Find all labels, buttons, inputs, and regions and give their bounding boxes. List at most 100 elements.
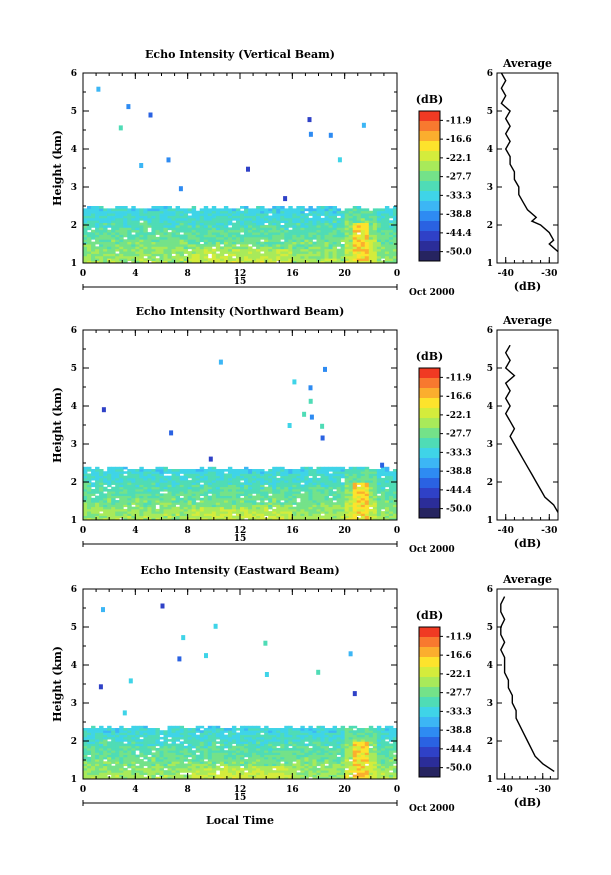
echo-cell (336, 473, 342, 477)
echo-cell (187, 765, 193, 769)
echo-cell (316, 480, 321, 483)
echo-cell (163, 208, 168, 212)
echo-cell (171, 502, 176, 505)
avg-x-label: (dB) (514, 280, 541, 293)
echo-cell (219, 493, 225, 497)
echo-cell (240, 739, 245, 742)
echo-cell (103, 486, 108, 490)
colorbar-swatch (419, 161, 440, 172)
echo-cell (223, 480, 229, 483)
echo-cell (348, 258, 354, 262)
echo-cell (356, 482, 362, 485)
echo-cell (123, 208, 128, 212)
echo-cell (244, 227, 249, 231)
echo-cell (307, 117, 312, 123)
echo-cell (195, 517, 201, 521)
echo-cell (171, 495, 176, 499)
echo-cell (167, 222, 172, 226)
echo-cell (296, 477, 301, 481)
echo-cell (119, 502, 124, 505)
echo-cell (356, 511, 362, 514)
echo-cell (163, 515, 168, 519)
echo-cell (219, 759, 225, 762)
echo-cell (336, 253, 342, 257)
echo-cell (308, 480, 313, 483)
echo-cell (219, 511, 225, 514)
echo-cell (131, 774, 136, 778)
echo-cell (376, 244, 382, 247)
echo-cell (227, 493, 233, 497)
echo-cell (292, 511, 297, 514)
echo-cell (107, 504, 112, 508)
echo-cell (159, 227, 164, 231)
echo-cell (260, 502, 265, 505)
echo-cell (191, 759, 197, 762)
echo-cell (312, 234, 317, 238)
echo-cell (312, 511, 317, 514)
echo-cell (316, 236, 321, 240)
echo-cell (127, 239, 132, 243)
echo-cell (215, 515, 221, 519)
echo-cell (368, 475, 374, 479)
echo-cell (155, 497, 160, 501)
echo-cell (207, 772, 213, 775)
echo-cell (155, 215, 160, 219)
echo-cell (388, 236, 394, 240)
echo-cell (155, 251, 160, 254)
echo-cell (87, 222, 92, 226)
echo-cell (215, 471, 221, 474)
echo-cell (175, 732, 181, 736)
echo-cell (183, 469, 189, 472)
echo-cell (392, 244, 398, 247)
echo-cell (207, 480, 213, 483)
echo-cell (288, 502, 293, 505)
echo-cell (123, 517, 128, 521)
echo-cell (380, 471, 386, 474)
echo-cell (107, 255, 112, 259)
echo-cell (207, 227, 213, 231)
echo-cell (167, 217, 172, 221)
colorbar-swatch (419, 368, 440, 379)
echo-cell (139, 502, 144, 505)
echo-cell (155, 206, 160, 209)
echo-cell (332, 515, 338, 519)
echo-cell (175, 251, 181, 254)
echo-cell (183, 767, 189, 771)
avg-x-tick-label: -40 (498, 526, 514, 536)
echo-cell (131, 502, 136, 505)
echo-cell (380, 495, 386, 499)
echo-cell (119, 255, 124, 259)
echo-cell (235, 741, 241, 744)
echo-cell (99, 213, 104, 216)
echo-cell (280, 517, 285, 521)
echo-cell (131, 239, 136, 243)
echo-cell (364, 215, 370, 219)
echo-cell (103, 770, 108, 773)
echo-cell (191, 504, 197, 508)
echo-cell (344, 225, 350, 228)
echo-cell (127, 504, 132, 508)
echo-cell (288, 258, 293, 262)
echo-cell (276, 491, 281, 494)
echo-cell (276, 210, 281, 214)
echo-cell (87, 504, 92, 508)
echo-cell (272, 255, 277, 259)
echo-cell (163, 258, 168, 262)
echo-cell (95, 743, 100, 747)
echo-cell (111, 750, 116, 753)
echo-cell (372, 213, 378, 216)
echo-cell (328, 229, 333, 233)
echo-cell (171, 745, 176, 749)
echo-cell (292, 488, 297, 492)
echo-cell (244, 232, 249, 235)
echo-cell (99, 502, 104, 505)
echo-cell (380, 486, 386, 490)
echo-cell (207, 477, 213, 481)
echo-cell (300, 508, 305, 512)
echo-cell (360, 215, 366, 219)
echo-cell (191, 222, 197, 226)
echo-cell (304, 225, 309, 228)
echo-cell (187, 750, 193, 753)
echo-cell (115, 234, 120, 238)
echo-cell (352, 480, 358, 483)
